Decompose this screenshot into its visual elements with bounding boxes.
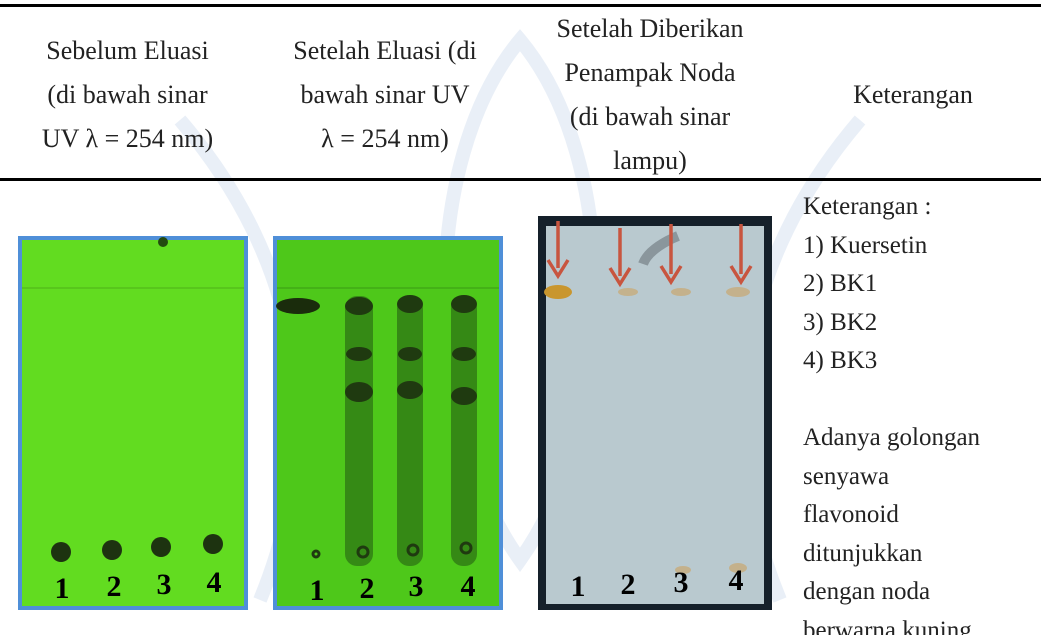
lane-label: 2: [621, 568, 636, 601]
header-line: Setelah Diberikan: [557, 7, 744, 51]
tlc-plate: 1 2 3 4: [538, 216, 772, 610]
notes-item: 3) BK2: [803, 304, 980, 343]
notes-item: 2) BK1: [803, 265, 980, 304]
notes-description: flavonoid: [803, 496, 980, 535]
lane-label: 2: [360, 572, 375, 605]
lane-label: 4: [729, 564, 744, 597]
header-line: λ = 254 nm): [321, 117, 449, 161]
notes-item: 1) Kuersetin: [803, 227, 980, 266]
top-rule: [0, 4, 1041, 7]
header-line: lampu): [613, 139, 687, 183]
header-cell: Setelah Diberikan Penampak Noda (di bawa…: [515, 12, 785, 177]
lane-label: 1: [55, 572, 70, 605]
lane-label: 3: [157, 568, 172, 601]
lane-label: 1: [571, 570, 586, 603]
header-line: UV λ = 254 nm): [42, 117, 213, 161]
page: Sebelum Eluasi (di bawah sinar UV λ = 25…: [0, 0, 1041, 635]
header-line: Setelah Eluasi (di: [293, 29, 476, 73]
notes-description: dengan noda: [803, 573, 980, 612]
header-line: Keterangan: [853, 73, 973, 117]
lane-label: 4: [461, 570, 476, 603]
header-cell: Setelah Eluasi (di bawah sinar UV λ = 25…: [255, 12, 515, 177]
header-rule: [0, 178, 1041, 181]
notes-description: Adanya golongan: [803, 419, 980, 458]
tlc-plate: 1 2 3 4: [273, 236, 503, 610]
header-cell: Keterangan: [785, 12, 1041, 177]
header-line: Sebelum Eluasi: [46, 29, 208, 73]
lane-label: 4: [207, 566, 222, 599]
lane-label: 1: [310, 574, 325, 607]
header-cell: Sebelum Eluasi (di bawah sinar UV λ = 25…: [0, 12, 255, 177]
lane-label: 3: [409, 570, 424, 603]
notes-item: 4) BK3: [803, 342, 980, 381]
notes-description: senyawa: [803, 458, 980, 497]
lane-label: 2: [107, 570, 122, 603]
tlc-plate: 1 2 3 4: [18, 236, 248, 610]
notes-title: Keterangan :: [803, 188, 980, 227]
header-line: bawah sinar UV: [301, 73, 470, 117]
notes-description: berwarna kuning: [803, 612, 980, 635]
header-line: (di bawah sinar: [47, 73, 207, 117]
notes: Keterangan : 1) Kuersetin 2) BK1 3) BK2 …: [803, 188, 980, 635]
header-line: (di bawah sinar: [570, 95, 730, 139]
lane-label: 3: [674, 566, 689, 599]
notes-description: ditunjukkan: [803, 535, 980, 574]
header-line: Penampak Noda: [564, 51, 735, 95]
